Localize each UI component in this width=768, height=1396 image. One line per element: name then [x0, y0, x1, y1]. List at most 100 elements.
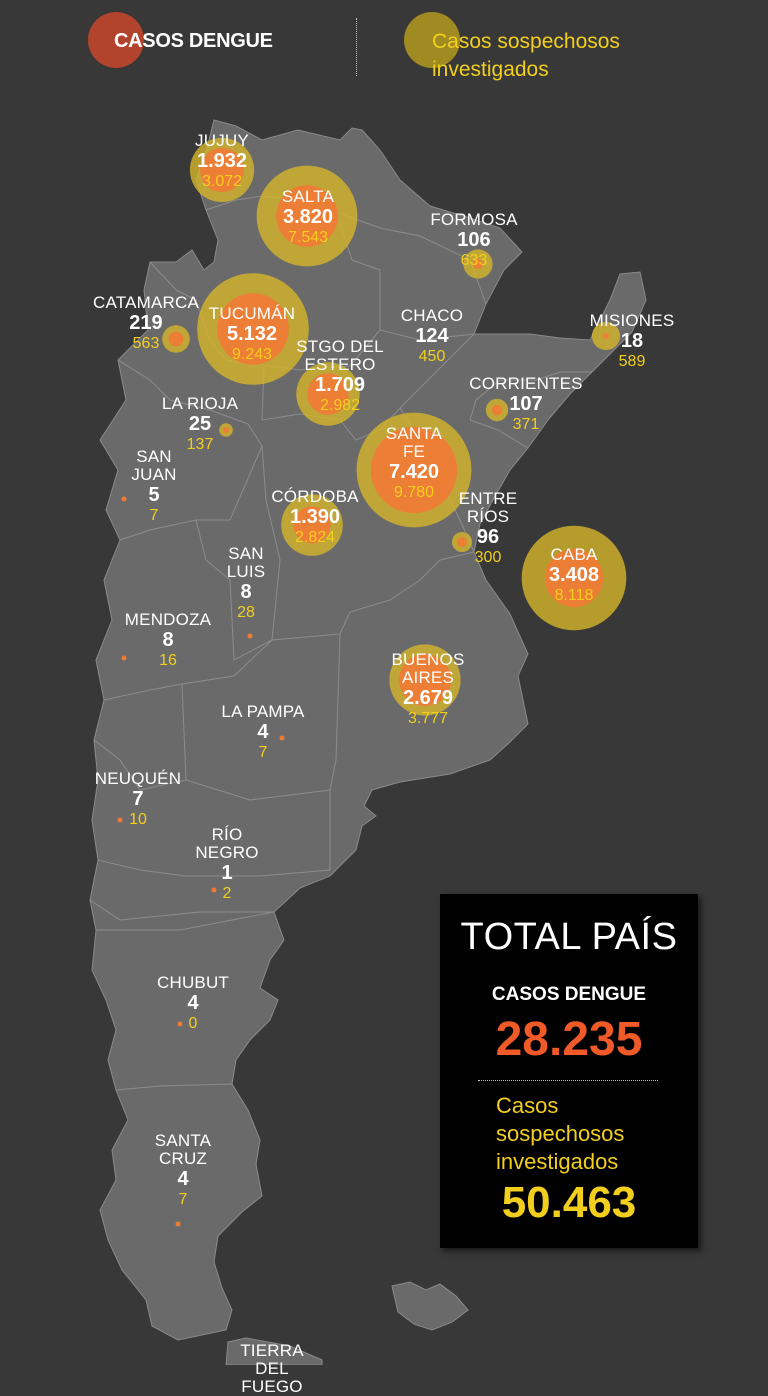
- province-name: SAN JUAN: [131, 447, 177, 484]
- total-divider: [478, 1080, 658, 1081]
- dengue-dot: [175, 1221, 181, 1227]
- dengue-bubble: [544, 548, 604, 608]
- province-cases: 5: [148, 484, 160, 506]
- province-name: TIERRA DEL FUEGO: [240, 1341, 304, 1396]
- province-suspect: 300: [474, 549, 502, 566]
- province-suspect: 7: [149, 507, 159, 524]
- province-name: CABA: [550, 545, 598, 564]
- province-suspect: 0: [188, 1015, 198, 1032]
- province-name: CORRIENTES: [469, 374, 583, 393]
- province-label-san-juan: SAN JUAN 5 7: [124, 448, 184, 525]
- total-dengue-label: CASOS DENGUE: [491, 984, 647, 1005]
- province-cases: 8: [240, 581, 252, 603]
- province-name: MISIONES: [589, 311, 675, 330]
- province-cases: 4: [257, 721, 269, 743]
- province-label-entre-rios: ENTRE RÍOS 96 300: [453, 490, 523, 567]
- province-suspect: 8.118: [554, 587, 594, 604]
- province-name: CATAMARCA: [92, 293, 200, 312]
- province-suspect: 7: [178, 1191, 188, 1208]
- dengue-bubble: [276, 185, 338, 247]
- province-cases: 4: [187, 992, 199, 1014]
- province-label-tucuman: TUCUMÁN 5.132 9.243: [209, 305, 295, 364]
- province-cases: 8: [162, 629, 174, 651]
- province-cases: 1.932: [196, 150, 248, 172]
- province-suspect: 28: [237, 604, 255, 621]
- province-label-la-rioja: LA RIOJA 25 137: [162, 395, 238, 454]
- province-label-chubut: CHUBUT 4 0: [157, 974, 229, 1033]
- province-suspect: 2.982: [319, 397, 361, 414]
- province-suspect: 7: [258, 744, 268, 761]
- province-label-la-pampa: LA PAMPA 4 7: [221, 703, 304, 762]
- dengue-bubble: [370, 426, 458, 514]
- legend-divider: [356, 18, 357, 76]
- province-name: SANTA CRUZ: [154, 1131, 212, 1168]
- province-suspect: 563: [132, 335, 160, 352]
- province-name: RÍO NEGRO: [195, 825, 259, 862]
- province-name: CHUBUT: [156, 973, 230, 992]
- province-name: MENDOZA: [124, 610, 212, 629]
- province-cases: 18: [620, 330, 644, 352]
- province-name: BUENOS AIRES: [391, 650, 465, 687]
- province-name: SAN LUIS: [226, 544, 266, 581]
- province-cases: 124: [415, 325, 449, 347]
- province-label-misiones: MISIONES 18 589: [590, 312, 675, 371]
- province-cases: 96: [476, 526, 500, 548]
- province-label-santiago-del-estero: STGO DEL ESTERO 1.709 2.982: [288, 338, 392, 415]
- province-cases: 4: [177, 1168, 189, 1190]
- dengue-dot: [117, 817, 123, 823]
- province-suspect: 450: [418, 348, 446, 365]
- total-suspect-label: Casos sospechosos investigados: [496, 1093, 625, 1174]
- argentina-map: [88, 12, 647, 1365]
- province-name: SALTA: [281, 187, 335, 206]
- province-name: JUJUY: [195, 131, 249, 150]
- province-cases: 5.132: [226, 323, 278, 345]
- dengue-bubble: [217, 293, 289, 365]
- province-suspect: 3.072: [201, 173, 243, 190]
- province-cases: 1.709: [314, 374, 366, 396]
- province-suspect: 16: [159, 652, 177, 669]
- province-suspect: 2: [222, 885, 232, 902]
- legend-suspect-circle: [404, 12, 460, 68]
- province-name: LA PAMPA: [221, 702, 305, 721]
- dengue-bubble: [399, 654, 451, 706]
- province-name: CÓRDOBA: [271, 487, 359, 506]
- dengue-dot: [121, 496, 127, 502]
- province-name: SANTA FE: [385, 424, 443, 461]
- province-label-santa-fe: SANTA FE 7.420 9.780: [379, 425, 449, 502]
- province-label-formosa: FORMOSA 106 633: [430, 211, 517, 270]
- total-dengue-value: 28.235: [495, 1013, 643, 1066]
- dengue-bubble: [307, 373, 349, 415]
- province-cases: 106: [457, 229, 491, 251]
- province-cases: 7.420: [388, 461, 440, 483]
- dengue-bubble: [457, 537, 467, 547]
- total-title: TOTAL PAÍS: [460, 916, 678, 958]
- province-label-tierra-del-fuego: TIERRA DEL FUEGO: [227, 1342, 317, 1396]
- province-name: NEUQUÉN: [94, 769, 182, 788]
- legend-dengue-label: CASOS DENGUE: [114, 30, 273, 52]
- province-cases: 1: [221, 862, 233, 884]
- legend-dengue-circle: [88, 12, 144, 68]
- malvinas-islands: [391, 1281, 469, 1331]
- province-name: FORMOSA: [430, 210, 518, 229]
- province-label-catamarca: CATAMARCA 219 563: [93, 294, 199, 353]
- province-suspect: 3.777: [407, 710, 449, 727]
- dengue-dot: [177, 1021, 183, 1027]
- dengue-bubble: [223, 427, 229, 433]
- dengue-dot: [121, 655, 127, 661]
- province-name: CHACO: [400, 306, 464, 325]
- dengue-bubble: [603, 333, 609, 339]
- province-label-cordoba: CÓRDOBA 1.390 2.824: [271, 488, 358, 547]
- province-label-jujuy: JUJUY 1.932 3.072: [195, 132, 249, 191]
- province-name: TUCUMÁN: [208, 304, 296, 323]
- dengue-dot: [247, 633, 253, 639]
- province-cases: 7: [132, 788, 144, 810]
- province-cases: 2.679: [402, 687, 454, 709]
- province-label-mendoza: MENDOZA 8 16: [125, 611, 211, 670]
- dengue-bubble: [168, 331, 184, 347]
- province-label-caba: CABA 3.408 8.118: [549, 546, 599, 605]
- dengue-bubble: [472, 258, 484, 270]
- province-suspect: 137: [186, 436, 214, 453]
- dengue-dot: [211, 887, 217, 893]
- province-name: STGO DEL ESTERO: [296, 337, 384, 374]
- province-cases: 219: [129, 312, 163, 334]
